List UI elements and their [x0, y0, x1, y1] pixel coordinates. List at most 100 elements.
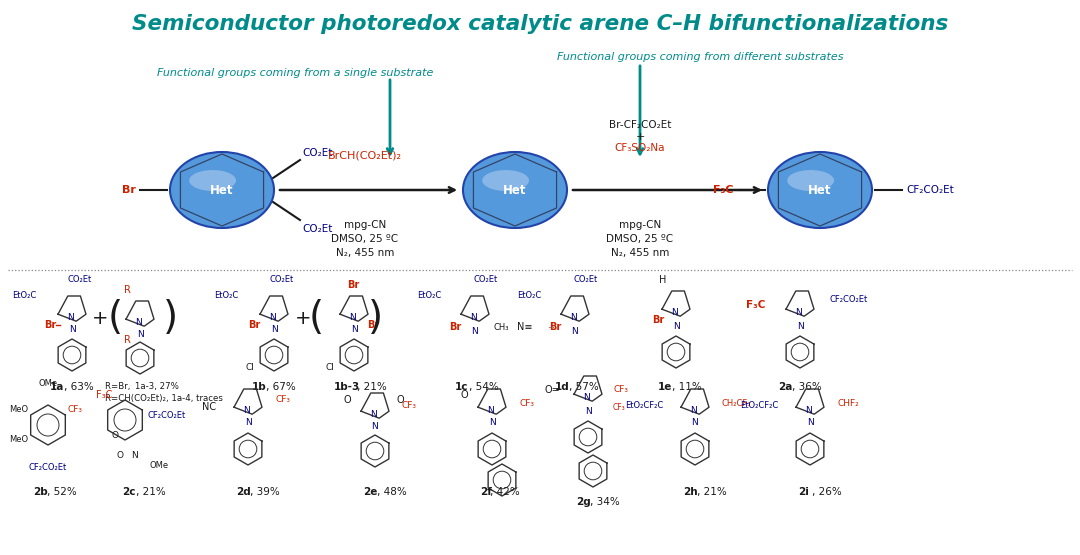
- Text: Het: Het: [211, 184, 233, 196]
- Text: 2e: 2e: [363, 487, 377, 497]
- Text: , 26%: , 26%: [812, 487, 841, 497]
- Text: N: N: [795, 308, 802, 317]
- Text: 2i: 2i: [798, 487, 809, 497]
- Text: EtO₂C: EtO₂C: [516, 290, 541, 300]
- Text: 1d: 1d: [555, 382, 570, 392]
- Text: Functional groups coming from different substrates: Functional groups coming from different …: [557, 52, 843, 62]
- Text: +: +: [635, 132, 645, 142]
- Text: CF₃SO₂Na: CF₃SO₂Na: [615, 143, 665, 153]
- Text: N: N: [135, 318, 141, 327]
- Text: N: N: [470, 313, 477, 322]
- Text: mpg-CN
DMSO, 25 ºC
N₂, 455 nm: mpg-CN DMSO, 25 ºC N₂, 455 nm: [607, 220, 674, 258]
- Text: OMe: OMe: [150, 461, 170, 470]
- Text: Het: Het: [503, 184, 527, 196]
- Text: N: N: [584, 407, 592, 416]
- Text: MeO: MeO: [9, 436, 28, 445]
- Text: , 36%: , 36%: [792, 382, 822, 392]
- Text: N: N: [370, 410, 377, 419]
- Text: ...: ...: [548, 320, 555, 330]
- Text: N: N: [570, 313, 577, 322]
- Ellipse shape: [483, 170, 529, 191]
- Text: (: (: [107, 299, 122, 337]
- Text: CH₃: CH₃: [492, 322, 509, 331]
- Ellipse shape: [463, 152, 567, 228]
- Text: N: N: [488, 418, 496, 427]
- Text: 1b-3: 1b-3: [334, 382, 361, 392]
- Ellipse shape: [189, 170, 237, 191]
- Text: Cl: Cl: [245, 364, 254, 372]
- Text: N: N: [691, 418, 699, 427]
- Text: , 67%: , 67%: [266, 382, 296, 392]
- Text: EtO₂C: EtO₂C: [12, 290, 36, 300]
- Text: Cl: Cl: [325, 364, 334, 372]
- Text: N: N: [690, 406, 697, 415]
- Text: N: N: [245, 418, 252, 427]
- Text: N: N: [271, 325, 278, 334]
- Text: O: O: [396, 395, 404, 405]
- Text: Br: Br: [367, 320, 379, 330]
- Text: CF₃: CF₃: [613, 402, 625, 411]
- Text: CF₂CO₂Et: CF₂CO₂Et: [148, 411, 186, 420]
- Text: F₃C: F₃C: [745, 300, 765, 310]
- Text: 2b: 2b: [33, 487, 48, 497]
- Text: Br-CF₂CO₂Et: Br-CF₂CO₂Et: [609, 120, 671, 130]
- Text: , 57%: , 57%: [569, 382, 598, 392]
- Text: N: N: [67, 313, 73, 322]
- Ellipse shape: [787, 170, 834, 191]
- Text: N: N: [132, 451, 138, 460]
- Text: R: R: [123, 285, 131, 295]
- Text: O: O: [111, 431, 119, 440]
- Text: CF₂CO₂Et: CF₂CO₂Et: [29, 462, 67, 472]
- Text: EtO₂CF₂C: EtO₂CF₂C: [740, 401, 778, 410]
- Text: CHF₂: CHF₂: [837, 398, 859, 407]
- Text: N≡: N≡: [517, 322, 534, 332]
- Text: 2f: 2f: [480, 487, 491, 497]
- Text: 2g: 2g: [576, 497, 591, 507]
- Text: , 63%: , 63%: [64, 382, 94, 392]
- Text: Br: Br: [651, 315, 664, 325]
- Text: O: O: [460, 390, 468, 400]
- Text: +: +: [92, 309, 108, 327]
- Text: CF₂CO₂Et: CF₂CO₂Et: [831, 295, 868, 305]
- Text: CO₂Et: CO₂Et: [302, 148, 333, 158]
- Text: MeO: MeO: [9, 406, 28, 415]
- Text: R: R: [123, 335, 131, 345]
- Text: F₃C: F₃C: [96, 390, 112, 400]
- Text: 2a: 2a: [778, 382, 793, 392]
- Text: , 48%: , 48%: [377, 487, 407, 497]
- Text: OMe: OMe: [39, 379, 57, 387]
- Text: CF₃: CF₃: [68, 406, 83, 415]
- Text: +: +: [295, 309, 311, 327]
- Text: N: N: [487, 406, 494, 415]
- Text: N: N: [672, 308, 678, 317]
- Text: , 52%: , 52%: [48, 487, 77, 497]
- Text: O: O: [117, 451, 123, 460]
- Text: 1c: 1c: [455, 382, 469, 392]
- Text: , 39%: , 39%: [249, 487, 280, 497]
- Text: CF₃: CF₃: [613, 386, 627, 395]
- Text: CO₂Et: CO₂Et: [68, 275, 92, 285]
- Text: 2d: 2d: [237, 487, 251, 497]
- Text: 1b: 1b: [252, 382, 267, 392]
- Text: Br: Br: [347, 280, 360, 290]
- Text: O=: O=: [544, 385, 561, 395]
- Text: N: N: [349, 313, 356, 322]
- Text: Het: Het: [808, 184, 832, 196]
- Text: H: H: [659, 275, 666, 285]
- Text: , 11%: , 11%: [672, 382, 702, 392]
- Ellipse shape: [768, 152, 872, 228]
- Text: N: N: [673, 322, 679, 331]
- Text: N: N: [69, 325, 76, 334]
- Text: N: N: [269, 313, 276, 322]
- Text: , 34%: , 34%: [590, 497, 620, 507]
- Text: CO₂Et: CO₂Et: [270, 275, 294, 285]
- Text: R=CH(CO₂Et)₂, 1a-4, traces: R=CH(CO₂Et)₂, 1a-4, traces: [105, 394, 222, 403]
- Text: Br: Br: [122, 185, 136, 195]
- Text: Br: Br: [549, 322, 561, 332]
- Text: 2h: 2h: [683, 487, 698, 497]
- Text: , 21%: , 21%: [136, 487, 165, 497]
- Text: N: N: [806, 406, 812, 415]
- Text: O: O: [343, 395, 351, 405]
- Text: N: N: [571, 327, 579, 336]
- Text: , 21%: , 21%: [357, 382, 387, 392]
